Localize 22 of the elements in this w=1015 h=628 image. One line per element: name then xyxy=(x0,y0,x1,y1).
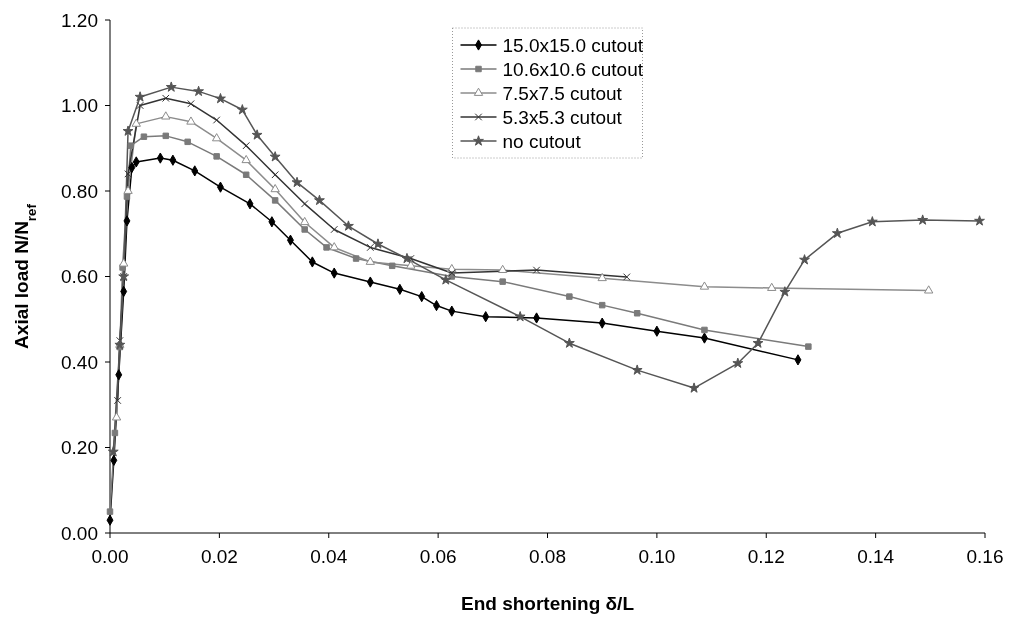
legend-label: 15.0x15.0 cutout xyxy=(502,34,644,56)
x-tick-label: 0.10 xyxy=(638,546,676,567)
x-tick-label: 0.00 xyxy=(91,546,129,567)
y-tick-label: 0.00 xyxy=(61,522,98,544)
x-axis-title: End shortening δ/L xyxy=(460,593,635,614)
legend-label: no cutout xyxy=(502,130,582,152)
legend-label: 5.3x5.3 cutout xyxy=(502,106,623,128)
legend-label: 10.6x10.6 cutout xyxy=(502,58,644,80)
y-tick-label: 0.80 xyxy=(61,180,98,202)
x-tick-label: 0.14 xyxy=(857,546,895,567)
x-tick-label: 0.16 xyxy=(966,546,1004,567)
y-tick-label: 0.40 xyxy=(61,351,98,373)
x-tick-label: 0.02 xyxy=(200,546,238,567)
y-tick-label: 0.20 xyxy=(61,437,98,459)
x-tick-label: 0.04 xyxy=(310,546,348,567)
legend-label: 7.5x7.5 cutout xyxy=(502,82,623,104)
y-tick-label: 1.00 xyxy=(61,95,98,117)
x-tick-label: 0.12 xyxy=(747,546,785,567)
x-tick-label: 0.06 xyxy=(419,546,457,567)
y-tick-label: 0.60 xyxy=(61,266,98,288)
x-tick-label: 0.08 xyxy=(529,546,566,567)
y-tick-label: 1.20 xyxy=(61,9,98,31)
